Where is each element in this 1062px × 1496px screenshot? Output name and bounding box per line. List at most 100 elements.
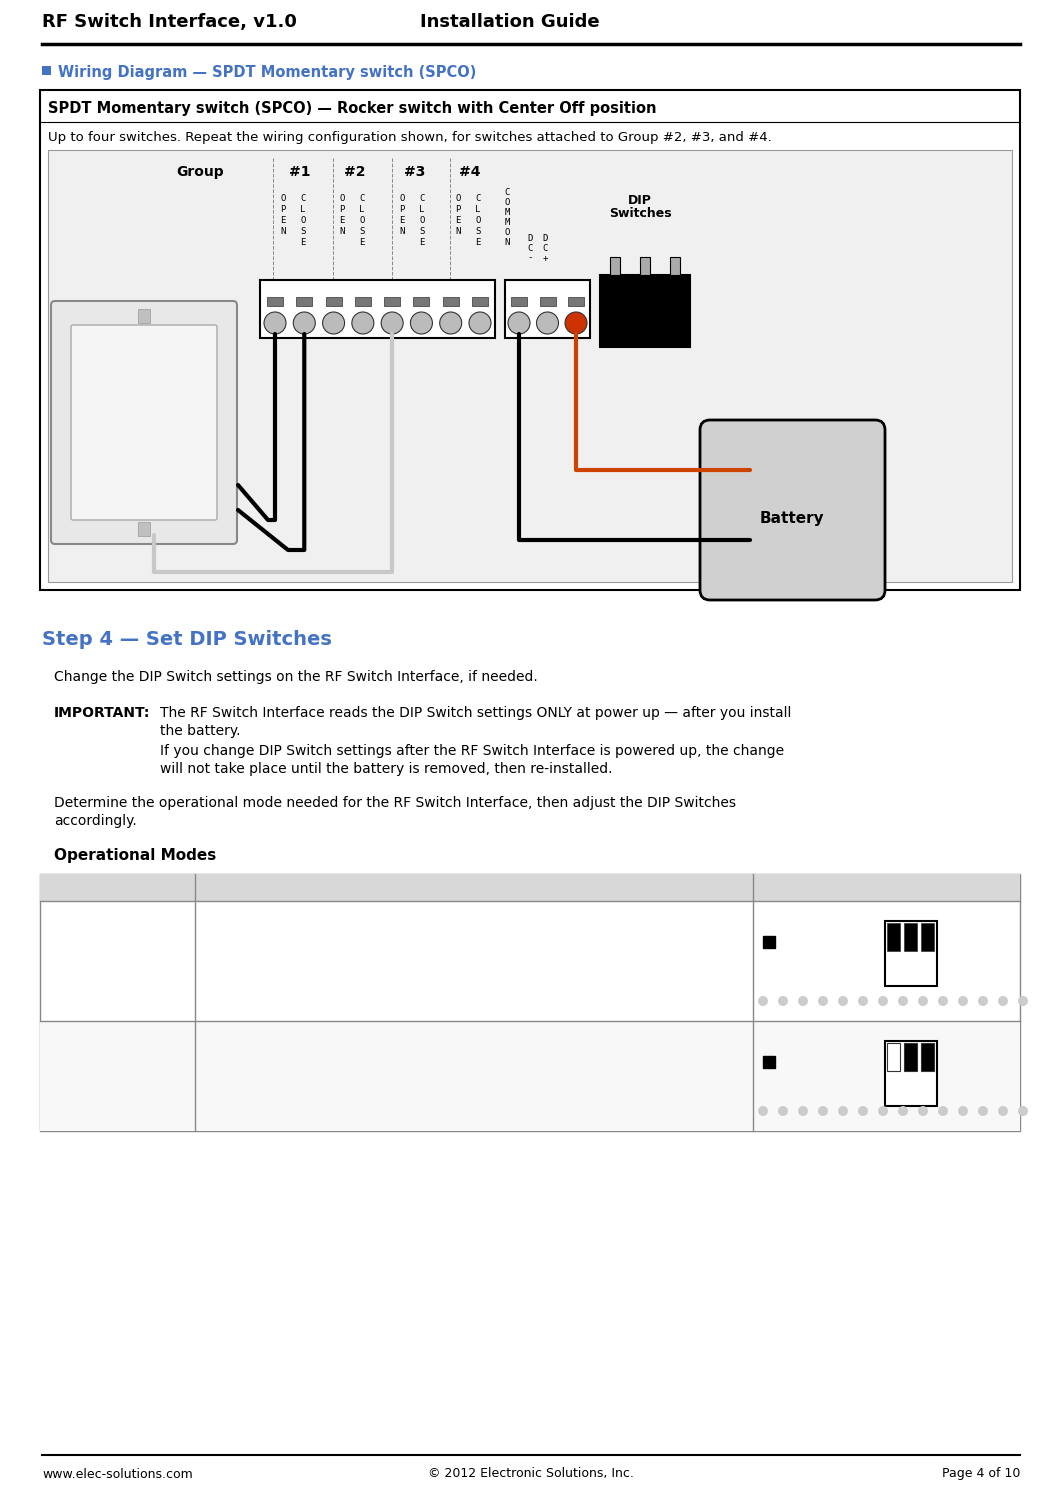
Text: #2: #2 xyxy=(344,165,365,180)
Text: O: O xyxy=(359,215,364,224)
Text: Motor moves toward limit as long as an Open or Close button is pressed and held.: Motor moves toward limit as long as an O… xyxy=(203,1049,751,1061)
Text: 3: 3 xyxy=(890,1029,896,1040)
Text: L: L xyxy=(301,205,306,214)
Text: Switches: Switches xyxy=(609,206,671,220)
Circle shape xyxy=(758,1106,768,1116)
Text: OFF: OFF xyxy=(945,1046,964,1056)
Bar xyxy=(42,66,51,75)
Text: Required Switch Type =: Required Switch Type = xyxy=(203,1029,366,1043)
Text: 7: 7 xyxy=(447,284,455,295)
Bar xyxy=(885,922,937,986)
Bar xyxy=(670,257,680,275)
Text: C: C xyxy=(359,193,364,202)
Text: Up to four switches. Repeat the wiring configuration shown, for switches attache: Up to four switches. Repeat the wiring c… xyxy=(48,130,772,144)
Text: Operational Modes: Operational Modes xyxy=(54,848,217,863)
Text: E: E xyxy=(419,238,425,247)
Text: The RF Switch Interface reads the DIP Switch settings ONLY at power up — after y: The RF Switch Interface reads the DIP Sw… xyxy=(160,706,791,720)
Bar xyxy=(138,522,150,536)
Bar xyxy=(443,298,459,307)
Text: O: O xyxy=(476,215,481,224)
Text: 2: 2 xyxy=(641,263,649,272)
Circle shape xyxy=(858,1106,868,1116)
Text: +: + xyxy=(543,253,548,262)
Circle shape xyxy=(998,996,1008,1005)
Text: L: L xyxy=(359,205,364,214)
Bar xyxy=(296,298,312,307)
Text: M: M xyxy=(504,217,510,226)
Text: 2: 2 xyxy=(907,1029,913,1040)
Text: E: E xyxy=(399,215,405,224)
Text: L: L xyxy=(419,205,425,214)
FancyBboxPatch shape xyxy=(700,420,885,600)
Circle shape xyxy=(1018,1106,1028,1116)
Text: = switch position: = switch position xyxy=(780,1056,881,1068)
Text: E: E xyxy=(359,238,364,247)
Text: ON: ON xyxy=(945,1064,960,1074)
Circle shape xyxy=(958,1106,967,1116)
Text: Default: Default xyxy=(48,913,99,928)
Circle shape xyxy=(293,313,315,334)
Circle shape xyxy=(323,313,344,334)
Text: ON: ON xyxy=(945,944,960,954)
Text: RF Switch Interface, v1.0: RF Switch Interface, v1.0 xyxy=(42,13,297,31)
Circle shape xyxy=(898,996,908,1005)
Text: O: O xyxy=(301,215,306,224)
Text: -: - xyxy=(528,253,533,262)
Text: 1: 1 xyxy=(924,910,930,919)
Text: 4: 4 xyxy=(360,284,366,295)
Circle shape xyxy=(352,313,374,334)
Circle shape xyxy=(565,313,587,334)
Text: E: E xyxy=(340,215,345,224)
Bar xyxy=(885,1041,937,1106)
Bar xyxy=(48,150,1012,582)
Text: O: O xyxy=(340,193,345,202)
Text: 2: 2 xyxy=(301,284,308,295)
Text: Mode: Mode xyxy=(48,880,90,895)
Bar xyxy=(384,298,400,307)
Text: C: C xyxy=(504,187,510,196)
Text: C: C xyxy=(301,193,306,202)
Text: SOBR: SOBR xyxy=(48,1031,91,1046)
Bar xyxy=(40,874,1020,901)
Text: Page 4 of 10: Page 4 of 10 xyxy=(942,1468,1020,1481)
Circle shape xyxy=(938,1106,948,1116)
Circle shape xyxy=(878,1106,888,1116)
Text: #1: #1 xyxy=(289,165,311,180)
Bar xyxy=(887,923,900,951)
Bar xyxy=(904,1043,917,1071)
Bar xyxy=(600,275,690,347)
Text: OFF: OFF xyxy=(945,926,964,936)
Text: Default: Default xyxy=(763,911,838,929)
Text: O: O xyxy=(504,197,510,206)
Bar xyxy=(40,90,1020,589)
Circle shape xyxy=(958,996,967,1005)
Bar xyxy=(610,257,620,275)
Text: 1: 1 xyxy=(924,1029,930,1040)
Text: P: P xyxy=(456,205,461,214)
Text: 5: 5 xyxy=(389,284,395,295)
Text: Group: Group xyxy=(176,165,224,180)
Circle shape xyxy=(798,996,808,1005)
Circle shape xyxy=(508,313,530,334)
Text: SOBR: SOBR xyxy=(763,1031,819,1049)
Text: O: O xyxy=(419,215,425,224)
Text: C: C xyxy=(543,244,548,253)
Bar xyxy=(887,1043,900,1071)
Bar xyxy=(904,923,917,951)
Circle shape xyxy=(918,1106,928,1116)
Bar xyxy=(763,1056,775,1068)
Bar xyxy=(921,1043,933,1071)
Text: If you change DIP Switch settings after the RF Switch Interface is powered up, t: If you change DIP Switch settings after … xyxy=(160,744,784,758)
Circle shape xyxy=(264,313,286,334)
Text: 6: 6 xyxy=(418,284,425,295)
Text: SPDT Momentary (SPCO): SPDT Momentary (SPCO) xyxy=(352,1029,537,1043)
Text: S: S xyxy=(359,226,364,235)
Text: #3: #3 xyxy=(405,165,426,180)
Circle shape xyxy=(469,313,491,334)
Text: (as shipped): (as shipped) xyxy=(48,929,130,942)
Text: Motor moves to limit when an Open or Close button is pressed and released.: Motor moves to limit when an Open or Clo… xyxy=(203,945,716,957)
Text: C: C xyxy=(528,244,533,253)
FancyBboxPatch shape xyxy=(71,325,217,521)
Bar xyxy=(267,298,282,307)
Text: 3: 3 xyxy=(890,910,896,919)
